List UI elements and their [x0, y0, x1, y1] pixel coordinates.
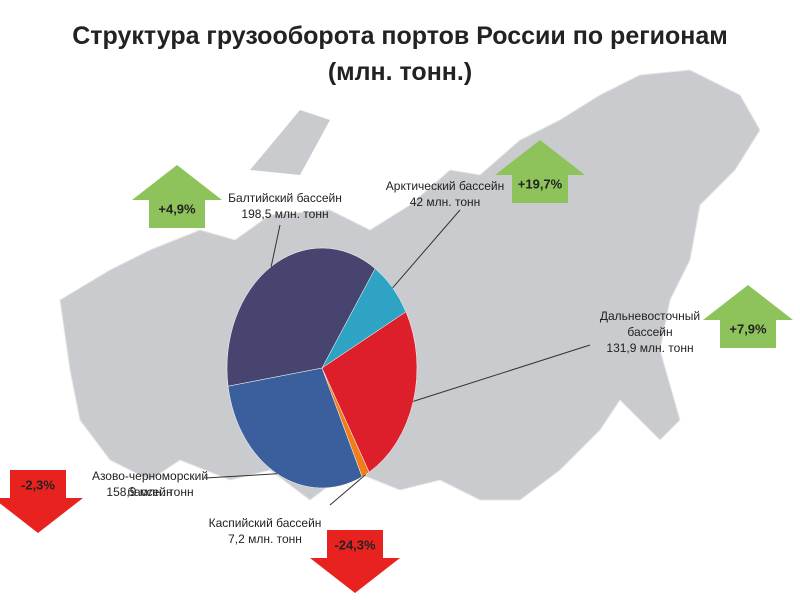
leader-line: [270, 224, 281, 267]
slice-value-label: 7,2 млн. тонн: [228, 532, 302, 546]
chart-title: Структура грузооборота портов России по …: [72, 22, 728, 50]
pie-slice: [226, 247, 376, 387]
change-label: +4,9%: [158, 201, 196, 216]
slice-label: Каспийский бассейн: [208, 516, 322, 530]
pie-slice: [227, 367, 363, 489]
leader-line: [392, 209, 461, 289]
slice-label: Балтийский бассейн: [228, 191, 342, 205]
decrease-arrow: [310, 530, 400, 593]
increase-arrow: [703, 285, 793, 348]
map-background: [59, 69, 761, 501]
leader-line: [329, 474, 366, 506]
decrease-arrow: [0, 470, 83, 533]
increase-arrow: [132, 165, 222, 228]
slice-value-label: 198,5 млн. тонн: [241, 207, 329, 221]
slice-value-label: 131,9 млн. тонн: [606, 341, 694, 355]
chart-subtitle: (млн. тонн.): [327, 58, 473, 86]
slice-label: Арктический бассейн: [385, 179, 505, 193]
slice-value-label: 42 млн. тонн: [409, 195, 481, 209]
pie-slice: [321, 311, 418, 473]
map-island: [250, 110, 330, 175]
change-label: +19,7%: [518, 176, 563, 191]
slice-value-label: 158,9 млн. тонн: [106, 485, 194, 499]
change-label: -24,3%: [334, 537, 376, 552]
slice-label: Азово-черноморский бассейн: [91, 469, 209, 499]
leader-line: [204, 473, 278, 479]
change-label: -2,3%: [21, 477, 55, 492]
increase-arrow: [495, 140, 585, 203]
change-label: +7,9%: [729, 321, 767, 336]
slice-label: Дальневосточный бассейн: [599, 309, 701, 339]
leader-line: [413, 344, 591, 402]
